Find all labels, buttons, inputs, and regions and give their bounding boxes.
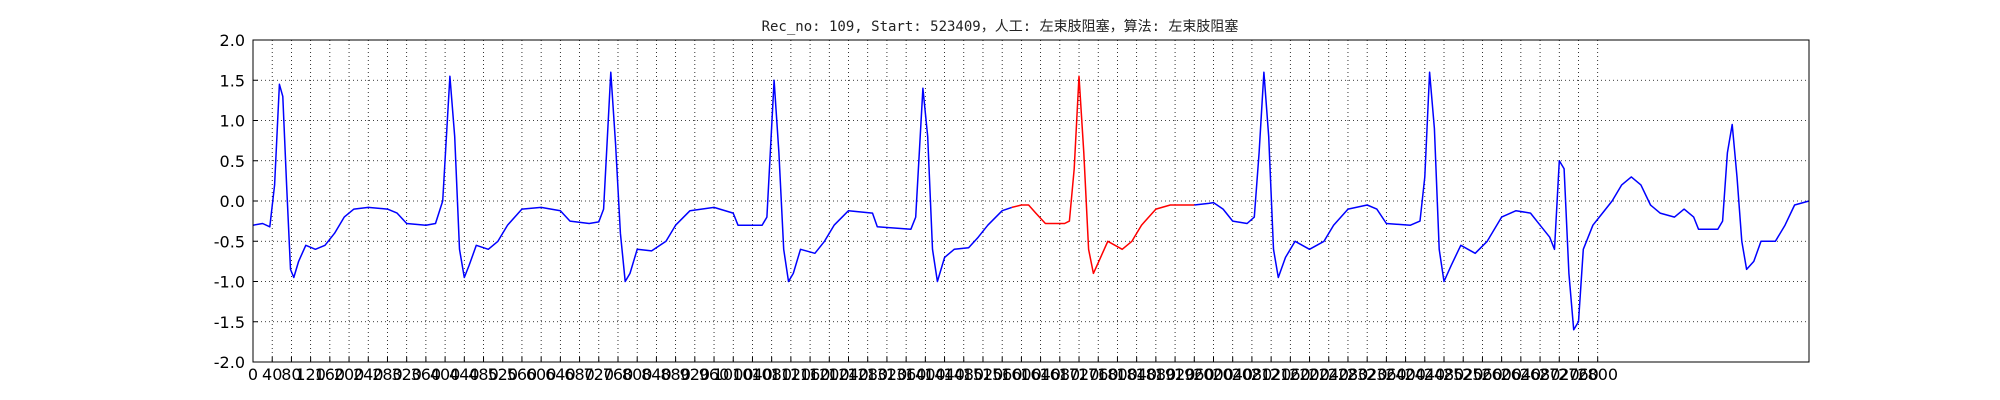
x-tick-label: 1080 <box>751 365 792 384</box>
grid <box>252 39 1809 363</box>
x-tick-label: 640 <box>545 365 576 384</box>
x-tick-label: 0 <box>248 365 258 384</box>
x-tick-label: 200 <box>334 365 365 384</box>
x-axis-ticks: 0 408012016020024028032036040044048052056… <box>248 357 1618 384</box>
y-tick-label: 0.5 <box>220 152 245 171</box>
x-tick-label: 2000 <box>1193 365 1234 384</box>
x-tick-label: 480 <box>468 365 499 384</box>
x-tick-label: 600 <box>526 365 557 384</box>
x-tick-label: 1920 <box>1155 365 1196 384</box>
x-tick-label: 1640 <box>1020 365 1061 384</box>
y-tick-label: -0.5 <box>214 232 245 251</box>
x-tick-label: 2280 <box>1328 365 1369 384</box>
x-tick-label: 2520 <box>1443 365 1484 384</box>
x-tick-label: 520 <box>487 365 518 384</box>
x-tick-label: 2760 <box>1558 365 1599 384</box>
x-tick-label: 1160 <box>790 365 831 384</box>
x-tick-label: 2400 <box>1385 365 1426 384</box>
x-tick-label: 1360 <box>886 365 927 384</box>
x-tick-label: 320 <box>391 365 422 384</box>
x-tick-label: 2600 <box>1481 365 1522 384</box>
x-tick-label: 160 <box>315 365 346 384</box>
x-tick-label: 2440 <box>1404 365 1445 384</box>
x-tick-label: 1800 <box>1097 365 1138 384</box>
y-tick-label: 2.0 <box>220 31 245 50</box>
x-tick-label: 800 <box>622 365 653 384</box>
x-tick-label: 2040 <box>1212 365 1253 384</box>
x-tick-label: 2800 <box>1577 365 1618 384</box>
x-tick-label: 1680 <box>1039 365 1080 384</box>
y-axis-ticks: 2.0 1.5 1.0 0.5 0.0 -0.5 -1.0 -1.5 -2.0 <box>214 31 258 372</box>
plot-series <box>252 71 1810 331</box>
y-tick-label: -1.5 <box>214 313 245 332</box>
x-tick-label: 2240 <box>1308 365 1349 384</box>
x-tick-label: 2080 <box>1232 365 1273 384</box>
y-tick-label: -1.0 <box>214 273 245 292</box>
x-tick-label: 840 <box>641 365 672 384</box>
x-tick-label: 2120 <box>1251 365 1292 384</box>
y-tick-label: 1.0 <box>220 112 245 131</box>
x-tick-label: 2720 <box>1539 365 1580 384</box>
plot-frame <box>252 39 1810 363</box>
x-tick-label: 1120 <box>771 365 812 384</box>
x-tick-label: 560 <box>507 365 538 384</box>
chart-title: Rec_no: 109, Start: 523409，人工: 左束肢阻塞，算法:… <box>762 18 1239 35</box>
x-tick-label: 1000 <box>713 365 754 384</box>
x-tick-label: 2200 <box>1289 365 1330 384</box>
x-tick-label: 760 <box>603 365 634 384</box>
x-tick-label: 1560 <box>982 365 1023 384</box>
x-tick-label: 2320 <box>1347 365 1388 384</box>
x-tick-label: 440 <box>449 365 480 384</box>
x-tick-label: 2360 <box>1366 365 1407 384</box>
y-tick-label: 0.0 <box>220 192 245 211</box>
x-tick-label: 360 <box>411 365 442 384</box>
x-tick-label: 1880 <box>1136 365 1177 384</box>
x-tick-label: 2480 <box>1424 365 1465 384</box>
x-tick-label: 1520 <box>963 365 1004 384</box>
x-tick-label: 720 <box>584 365 615 384</box>
series-line-0 <box>252 71 1013 283</box>
x-tick-label: 1440 <box>924 365 965 384</box>
x-tick-label: 1200 <box>809 365 850 384</box>
x-tick-label: 960 <box>699 365 730 384</box>
x-tick-label: 1240 <box>828 365 869 384</box>
x-tick-label: 400 <box>430 365 461 384</box>
x-tick-label: 80 <box>281 365 301 384</box>
x-tick-label: 1960 <box>1174 365 1215 384</box>
x-tick-label: 280 <box>372 365 403 384</box>
x-tick-label: 1040 <box>732 365 773 384</box>
x-tick-label: 2160 <box>1270 365 1311 384</box>
x-tick-label: 1720 <box>1059 365 1100 384</box>
x-tick-label: 1600 <box>1001 365 1042 384</box>
x-tick-label: 2560 <box>1462 365 1503 384</box>
x-tick-label: 880 <box>660 365 691 384</box>
series-line-1 <box>1011 75 1195 275</box>
x-tick-label: 1280 <box>847 365 888 384</box>
x-tick-label: 40 <box>262 365 282 384</box>
series-line-0 <box>1194 71 1810 331</box>
x-tick-label: 120 <box>295 365 326 384</box>
x-tick-label: 1840 <box>1116 365 1157 384</box>
x-tick-label: 2680 <box>1520 365 1561 384</box>
x-tick-label: 2640 <box>1500 365 1541 384</box>
y-tick-label: 1.5 <box>220 71 245 90</box>
x-tick-label: 1760 <box>1078 365 1119 384</box>
x-tick-label: 1400 <box>905 365 946 384</box>
x-tick-label: 680 <box>564 365 595 384</box>
y-tick-label: -2.0 <box>214 353 245 372</box>
x-tick-label: 1320 <box>867 365 908 384</box>
x-tick-label: 1480 <box>943 365 984 384</box>
x-tick-label: 920 <box>680 365 711 384</box>
x-tick-label: 240 <box>353 365 384 384</box>
